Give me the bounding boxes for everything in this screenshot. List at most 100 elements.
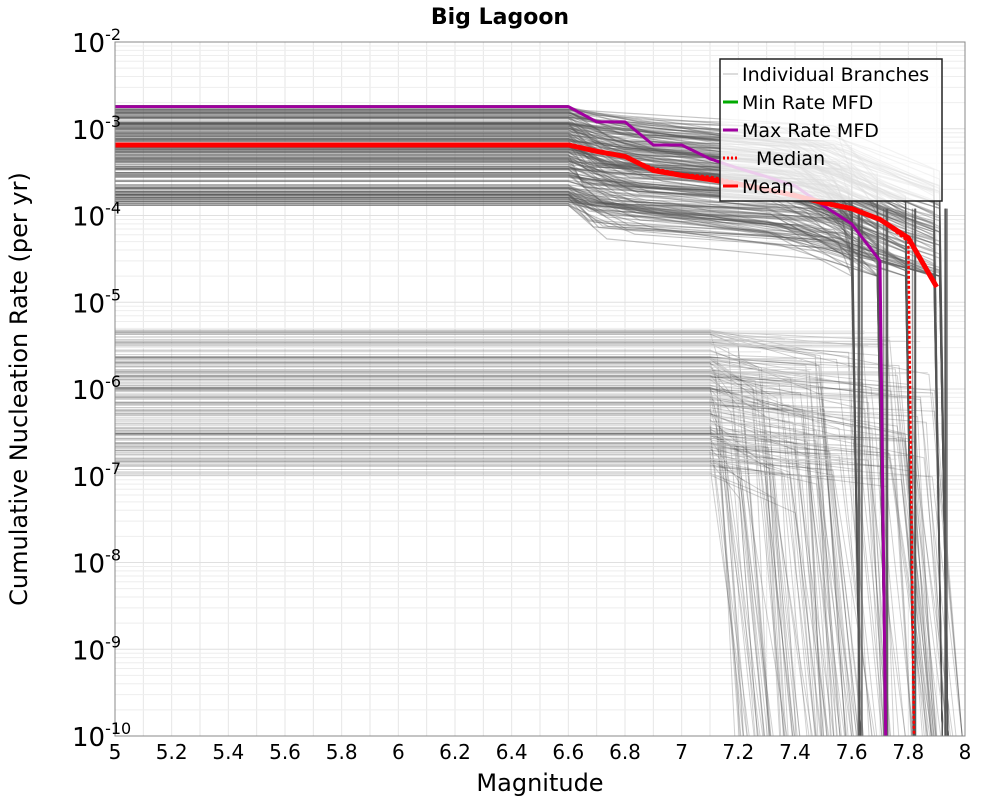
x-tick-label: 6.4 [496,740,528,764]
y-tick-label: 10-2 [72,25,121,59]
branch-line [115,449,937,737]
branch-line [115,196,887,737]
branch-line [115,412,824,737]
branch-line [115,466,817,737]
branch-line [115,156,861,737]
branch-line [115,151,943,737]
branch-line [115,432,786,737]
branch-line [115,186,861,737]
branch-line [115,384,841,737]
branch-line [115,427,942,737]
branch-line [115,199,887,737]
y-tick-label: 10-9 [72,632,121,666]
branch-line [115,194,915,737]
branch-line [115,187,915,737]
branch-line [115,396,748,737]
branch-line [115,426,771,737]
branch-line [115,413,846,737]
branch-line [115,390,885,737]
branch-line [115,187,949,737]
branch-line [115,375,883,737]
branch-line [115,401,886,737]
branch-line [115,203,887,737]
branch-line [115,154,861,737]
branch-line [115,432,835,737]
branch-line [115,447,742,737]
branch-line [115,443,841,737]
branch-line [115,454,857,737]
branch-line [115,140,949,737]
branch-line [115,396,750,737]
branch-line [115,196,943,737]
branch-line [115,375,819,737]
branch-line [115,192,915,737]
branch-line [115,194,887,737]
branch-line [115,356,849,737]
branch-line [115,369,963,737]
branch-line [115,162,949,737]
branch-line [115,387,741,737]
branch-line [115,357,923,737]
branch-line [115,136,915,737]
branch-line [115,125,861,737]
branch-line [115,390,816,737]
branch-line [115,187,915,737]
branch-line [115,204,943,737]
branch-line [115,156,887,737]
branch-line [115,190,943,737]
branch-line [115,109,861,737]
x-tick-label: 5.2 [156,740,188,764]
branch-line [115,201,943,737]
branch-line [115,195,887,737]
x-tick-label: 7.4 [779,740,811,764]
y-tick-label: 10-6 [72,372,121,406]
branch-line [115,153,861,737]
branch-line [115,184,887,737]
branch-line [115,201,915,737]
branch-line [115,122,943,737]
legend-label: Mean [742,176,794,198]
branch-line [115,194,949,737]
branch-line [115,124,861,737]
branch-line [115,139,861,737]
branch-line [115,388,766,737]
branch-line [115,197,915,737]
branch-line [115,341,831,737]
y-tick-label: 10-3 [72,112,121,146]
branch-line [115,160,861,737]
branch-line [115,171,943,737]
branch-line [115,151,887,737]
x-tick-label: 7.6 [836,740,868,764]
branch-line [115,355,842,737]
branch-line [115,158,861,737]
branch-line [115,137,943,737]
branch-line [115,151,915,737]
branch-line [115,420,848,737]
branch-line [115,198,887,737]
branch-line [115,188,943,737]
branch-line [115,461,936,737]
branch-line [115,203,949,737]
branch-line [115,109,943,737]
branch-line [115,193,861,737]
y-axis-label: Cumulative Nucleation Rate (per yr) [5,172,33,606]
branch-line [115,453,912,737]
branch-line [115,128,887,737]
branch-line [115,129,943,737]
branch-line [115,354,878,737]
branch-line [115,115,861,737]
branch-line [115,193,887,737]
branch-line [115,409,764,737]
branch-line [115,133,949,737]
branch-line [115,200,915,737]
branch-line [115,190,861,737]
branch-line [115,363,933,737]
y-tick-label: 10-4 [72,199,121,233]
branch-line [115,134,887,737]
x-tick-label: 5.4 [212,740,244,764]
x-tick-label: 6.2 [439,740,471,764]
branch-line [115,197,949,737]
branch-line [115,148,949,737]
grid [114,42,966,737]
